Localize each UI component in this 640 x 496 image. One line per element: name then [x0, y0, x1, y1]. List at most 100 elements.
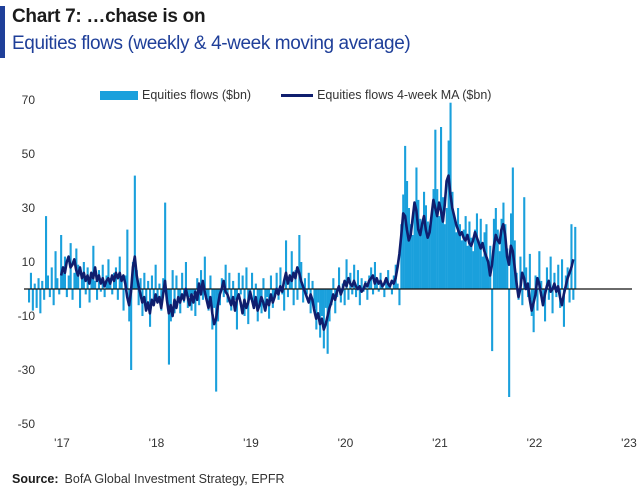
flow-bar	[443, 224, 446, 289]
flow-bar	[525, 267, 528, 289]
flow-bar	[385, 278, 388, 289]
flow-bar	[224, 264, 227, 289]
y-axis-ticks: 70 50 30 10 -10 -30 -50	[18, 93, 36, 431]
flow-bar	[154, 264, 157, 289]
flow-bar	[302, 289, 305, 303]
flow-bar	[145, 289, 148, 311]
flow-bar	[288, 275, 291, 289]
flow-bar	[470, 237, 473, 289]
flow-bar	[455, 232, 458, 289]
x-axis-ticks: '17 '18 '19 '20 '21 '22 '23	[54, 436, 637, 450]
flow-bar	[377, 289, 380, 292]
flow-bar	[258, 289, 261, 303]
flow-bar	[472, 251, 475, 289]
flow-bar	[322, 289, 325, 349]
flow-bar	[92, 245, 95, 289]
flow-bar	[45, 216, 48, 289]
flow-bar	[313, 289, 316, 308]
legend-label-ma: Equities flows 4-week MA ($bn)	[317, 88, 492, 102]
flow-bar	[320, 289, 323, 316]
legend-item-flows: Equities flows ($bn)	[100, 88, 251, 102]
flow-bar	[309, 289, 312, 314]
flow-bar	[421, 226, 424, 289]
flow-bar	[413, 208, 416, 289]
flow-bar	[130, 289, 133, 370]
flow-bar	[311, 280, 314, 289]
flow-bar	[466, 245, 469, 289]
flow-bar	[77, 264, 80, 289]
x-tick-label: '23	[621, 436, 637, 450]
legend-label-flows: Equities flows ($bn)	[142, 88, 252, 102]
flow-bar	[237, 272, 240, 289]
flow-bar	[39, 289, 42, 314]
flow-bar	[177, 289, 180, 298]
flow-bar	[356, 270, 359, 289]
flow-bar	[498, 251, 501, 289]
flow-bar	[551, 289, 554, 314]
flow-bar	[332, 278, 335, 289]
x-tick-label: '19	[243, 436, 259, 450]
flow-bar	[152, 289, 155, 306]
flow-bar	[103, 289, 106, 298]
x-tick-label: '17	[54, 436, 70, 450]
flow-bar	[432, 189, 435, 289]
flow-bar	[167, 289, 170, 365]
y-tick-label: 30	[22, 201, 36, 215]
chart-subtitle: Equities flows (weekly & 4-week moving a…	[12, 33, 411, 54]
flow-bar	[52, 289, 55, 306]
flow-bar	[120, 280, 123, 289]
flow-bar	[150, 275, 153, 289]
source-label: Source:	[12, 472, 59, 486]
flow-bar	[156, 289, 159, 300]
y-tick-label: -10	[18, 309, 36, 323]
flow-bar	[574, 226, 577, 289]
flow-bar	[528, 253, 531, 289]
flow-bar	[523, 197, 526, 289]
flow-bar	[511, 167, 514, 289]
flow-bar	[184, 262, 187, 289]
flow-bar	[275, 272, 278, 289]
flow-bar	[252, 289, 255, 308]
flow-bar	[164, 202, 167, 289]
flow-bar	[203, 256, 206, 289]
flow-bar	[428, 229, 431, 289]
flow-bar	[387, 270, 390, 289]
flow-bar	[28, 289, 31, 303]
flow-bar	[262, 278, 265, 289]
flow-bar	[464, 216, 467, 289]
flow-bar	[139, 278, 142, 289]
y-tick-label: 50	[22, 147, 36, 161]
flow-bar	[279, 267, 282, 289]
y-tick-label: -50	[18, 417, 36, 431]
flow-bar	[568, 289, 571, 303]
flow-bar	[372, 289, 375, 295]
flow-bar	[266, 289, 269, 298]
flow-bar	[423, 191, 426, 289]
flow-bar	[315, 289, 318, 330]
flow-bar	[29, 272, 32, 289]
flow-bar	[137, 289, 140, 306]
flow-bar	[436, 189, 439, 289]
flow-bar	[48, 289, 51, 298]
flow-bar	[407, 208, 410, 289]
flow-bar	[201, 289, 204, 300]
flow-bar	[409, 224, 412, 289]
flow-bar	[462, 229, 465, 289]
flow-bar	[303, 278, 306, 289]
flow-bar	[196, 278, 199, 289]
flow-bar	[254, 283, 257, 289]
flow-bar	[56, 278, 59, 289]
flow-bar	[65, 289, 68, 298]
flow-bar	[504, 224, 507, 289]
flow-bar	[286, 289, 289, 298]
flow-bar	[402, 194, 405, 289]
flow-bar	[396, 283, 399, 289]
flow-bar	[269, 275, 272, 289]
flow-bar	[491, 289, 494, 352]
flow-bar	[424, 205, 427, 289]
flow-bar	[419, 218, 422, 289]
flow-bar	[483, 232, 486, 289]
source-note: Source: BofA Global Investment Strategy, …	[12, 472, 285, 486]
flow-bar	[415, 167, 418, 289]
